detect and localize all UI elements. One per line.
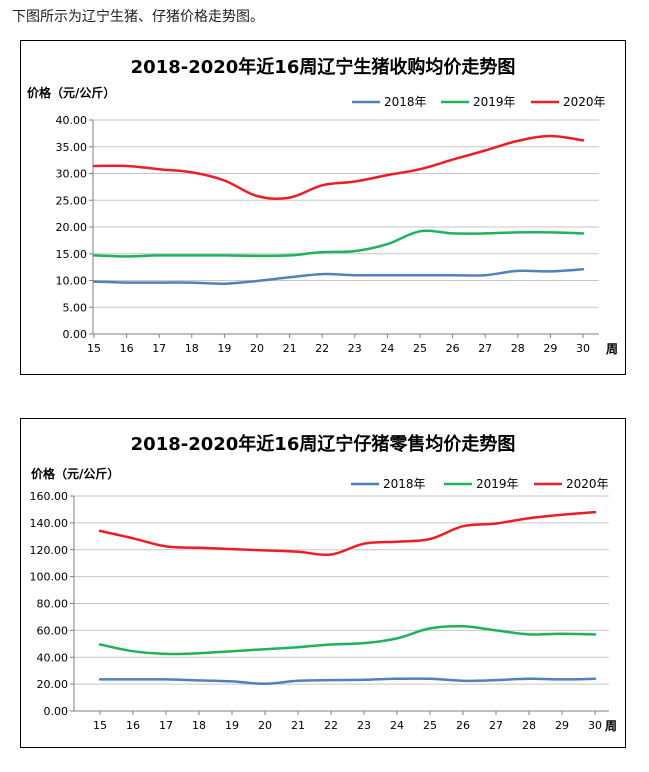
y-tick-label: 15.00: [56, 248, 88, 261]
x-tick-label: 23: [348, 342, 362, 355]
x-tick-label: 22: [315, 342, 329, 355]
x-tick-label: 29: [555, 719, 569, 732]
chart-title: 2018-2020年近16周辽宁生猪收购均价走势图: [131, 56, 516, 78]
y-tick-label: 20.00: [56, 221, 88, 234]
y-tick-label: 100.00: [30, 571, 69, 584]
y-tick-label: 40.00: [37, 651, 69, 664]
x-tick-label: 22: [324, 719, 338, 732]
x-tick-label: 25: [423, 719, 437, 732]
y-tick-label: 35.00: [56, 141, 88, 154]
piglet-retail-price-chart: 2018-2020年近16周辽宁仔猪零售均价走势图 价格（元/公斤） 2018年 20…: [20, 418, 626, 748]
y-tick-label: 5.00: [63, 301, 88, 314]
y-axis-label: 价格（元/公斤）: [27, 85, 115, 100]
y-tick-label: 25.00: [56, 194, 88, 207]
x-tick-label: 16: [120, 342, 134, 355]
y-tick-label: 20.00: [37, 678, 69, 691]
x-tick-label: 30: [576, 342, 590, 355]
series-line-0: [98, 677, 597, 685]
legend-label-1: 2019年: [473, 95, 516, 109]
chart-title: 2018-2020年近16周辽宁仔猪零售均价走势图: [131, 433, 516, 455]
x-tick-label: 30: [588, 719, 602, 732]
x-tick-label: 15: [87, 342, 101, 355]
x-tick-label: 17: [159, 719, 173, 732]
x-tick-label: 16: [126, 719, 140, 732]
legend-label-2: 2020年: [563, 95, 606, 109]
x-tick-label: 23: [357, 719, 371, 732]
x-tick-label: 24: [380, 342, 394, 355]
y-tick-label: 0.00: [63, 328, 88, 341]
x-tick-label: 26: [446, 342, 460, 355]
x-tick-label: 28: [511, 342, 525, 355]
x-tick-label: 27: [478, 342, 492, 355]
y-tick-label: 0.00: [44, 705, 69, 718]
x-tick-label: 20: [250, 342, 264, 355]
x-tick-label: 28: [522, 719, 536, 732]
x-tick-label: 18: [192, 719, 206, 732]
pig-purchase-price-chart: 2018-2020年近16周辽宁生猪收购均价走势图价格（元/公斤） 2018年 20…: [20, 40, 626, 375]
x-tick-label: 25: [413, 342, 427, 355]
x-tick-label: 19: [217, 342, 231, 355]
y-tick-label: 120.00: [30, 544, 69, 557]
x-tick-label: 15: [93, 719, 107, 732]
legend-label-2: 2020年: [566, 477, 609, 491]
legend-label-0: 2018年: [383, 477, 426, 491]
x-tick-label: 19: [225, 719, 239, 732]
y-tick-label: 140.00: [30, 517, 69, 530]
y-tick-label: 30.00: [56, 168, 88, 181]
x-tick-label: 18: [185, 342, 199, 355]
x-tick-label: 21: [283, 342, 297, 355]
legend-label-0: 2018年: [384, 95, 427, 109]
x-tick-label: 27: [489, 719, 503, 732]
y-tick-label: 10.00: [56, 275, 88, 288]
y-tick-label: 80.00: [37, 598, 69, 611]
series-line-2: [98, 510, 597, 557]
y-axis-label: 价格（元/公斤）: [31, 466, 119, 481]
y-tick-label: 60.00: [37, 624, 69, 637]
y-tick-label: 160.00: [30, 490, 69, 503]
x-tick-label: 17: [152, 342, 166, 355]
x-tick-label: 24: [390, 719, 404, 732]
x-axis-label: 周: [606, 342, 618, 356]
intro-text: 下图所示为辽宁生猪、仔猪价格走势图。: [12, 9, 264, 25]
x-tick-label: 26: [456, 719, 470, 732]
series-line-0: [92, 268, 585, 285]
series-line-1: [92, 229, 585, 258]
x-tick-label: 20: [258, 719, 272, 732]
series-line-2: [92, 134, 585, 200]
series-line-1: [98, 624, 597, 656]
x-axis-label: 周: [605, 719, 617, 733]
x-tick-label: 21: [291, 719, 305, 732]
x-tick-label: 29: [543, 342, 557, 355]
legend-label-1: 2019年: [476, 477, 519, 491]
y-tick-label: 40.00: [56, 114, 88, 127]
